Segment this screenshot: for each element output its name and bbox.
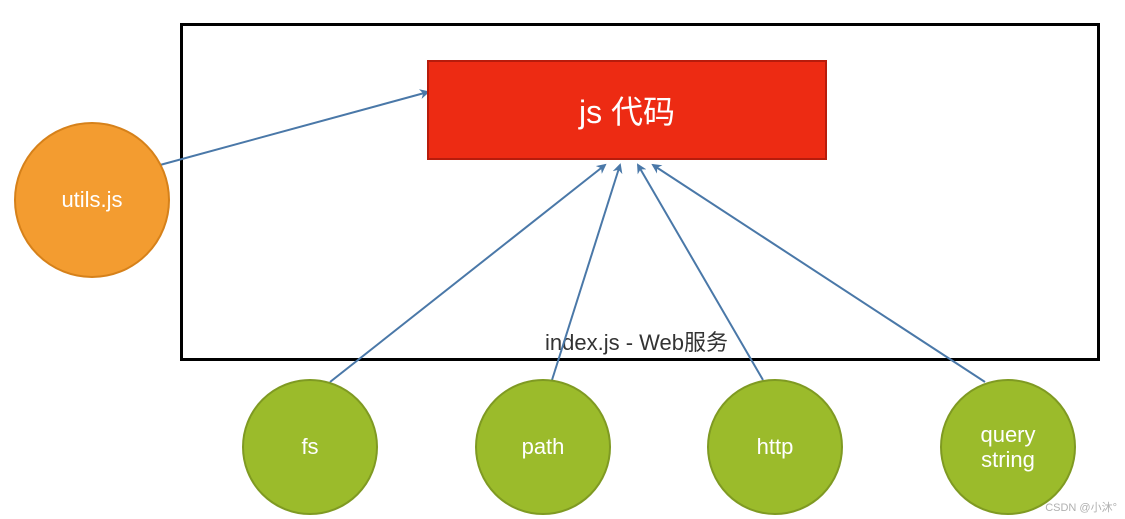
module-label: query string: [980, 422, 1035, 473]
module-label: http: [757, 434, 794, 459]
module-node: path: [475, 379, 611, 515]
utils-node: utils.js: [14, 122, 170, 278]
module-node: http: [707, 379, 843, 515]
watermark: CSDN @小沐°: [1045, 499, 1117, 515]
module-label: path: [522, 434, 565, 459]
module-label: fs: [301, 434, 318, 459]
module-node: query string: [940, 379, 1076, 515]
utils-label: utils.js: [61, 187, 122, 213]
module-node: fs: [242, 379, 378, 515]
index-container-label: index.js - Web服务: [545, 325, 728, 357]
js-code-node: js 代码: [427, 60, 827, 160]
js-code-label: js 代码: [579, 87, 675, 133]
